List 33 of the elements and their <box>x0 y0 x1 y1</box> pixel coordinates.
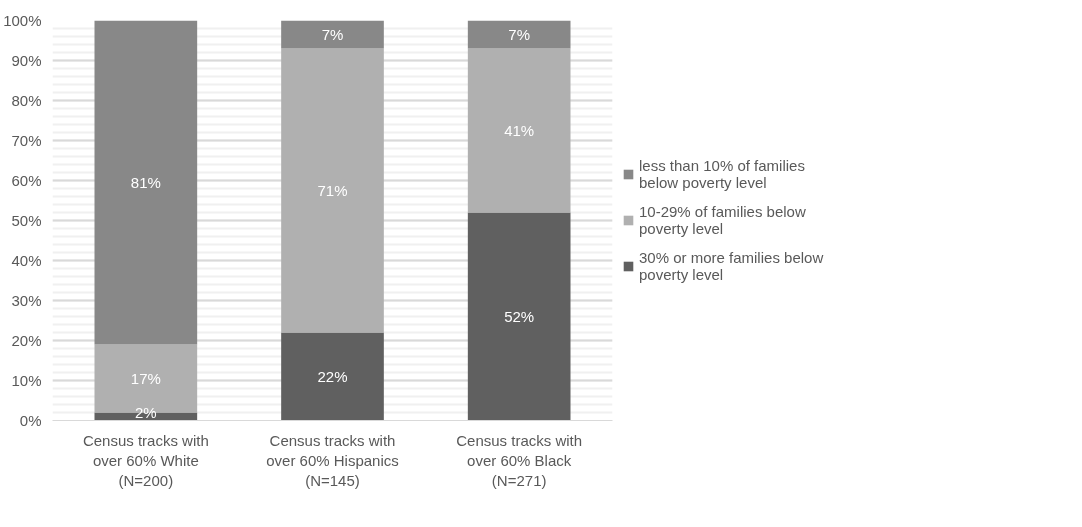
bar <box>467 48 571 213</box>
y-tick-label: 20% <box>11 332 42 349</box>
y-tick-label: 100% <box>3 12 42 29</box>
data-label: 52% <box>504 308 535 325</box>
y-tick-label: 40% <box>11 252 42 269</box>
y-tick-label: 30% <box>11 292 42 309</box>
bar <box>467 212 571 421</box>
bar <box>281 20 384 49</box>
legend-label: 30% or more families below poverty level <box>639 249 824 283</box>
y-tick-label: 80% <box>11 92 42 109</box>
bar <box>94 20 198 345</box>
data-label: 7% <box>508 26 531 43</box>
data-label: 17% <box>130 370 161 387</box>
bar <box>281 48 384 333</box>
x-tick-label: Census tracks with over 60% Hispanics (N=145) <box>266 431 399 490</box>
bar <box>281 332 384 421</box>
data-label: 22% <box>317 368 348 385</box>
data-label: 7% <box>321 26 344 43</box>
legend-label: less than 10% of families below poverty level <box>639 157 805 191</box>
data-label: 81% <box>130 174 161 191</box>
y-tick-label: 90% <box>11 52 42 69</box>
data-label: 71% <box>317 182 348 199</box>
data-label: 2% <box>134 403 157 421</box>
y-tick-label: 0% <box>19 412 42 429</box>
x-tick-label: Census tracks with over 60% White (N=200) <box>82 431 209 490</box>
y-tick-label: 50% <box>11 212 42 229</box>
x-tick-label: Census tracks with over 60% Black (N=271) <box>456 431 583 490</box>
data-label: 41% <box>504 122 535 139</box>
bar <box>467 20 571 49</box>
y-tick-label: 10% <box>11 372 42 389</box>
legend-label: 10-29% of families below poverty level <box>639 203 806 237</box>
y-tick-label: 60% <box>11 172 42 189</box>
y-tick-label: 70% <box>11 132 42 149</box>
